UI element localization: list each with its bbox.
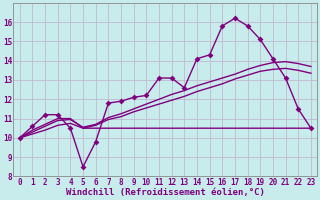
X-axis label: Windchill (Refroidissement éolien,°C): Windchill (Refroidissement éolien,°C) — [66, 188, 265, 197]
